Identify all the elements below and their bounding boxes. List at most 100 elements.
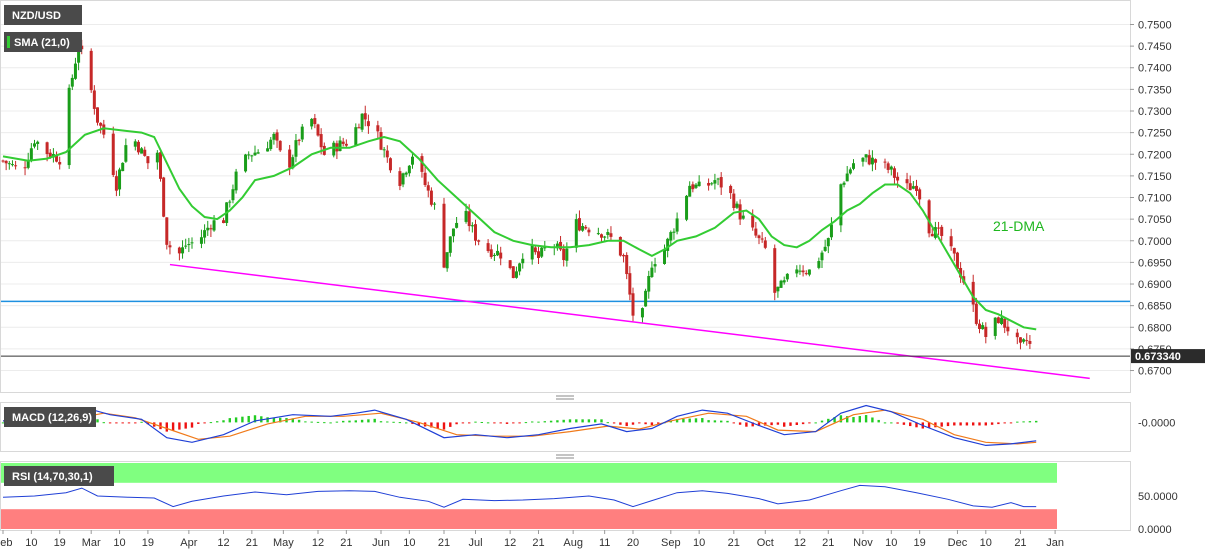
macd-histogram-bar xyxy=(575,419,578,423)
rsi-resize-handle[interactable] xyxy=(556,454,574,459)
date-tick-label: Feb xyxy=(0,537,12,549)
candle-body xyxy=(927,200,931,234)
price-tick-label: 0.6700 xyxy=(1138,366,1172,378)
candle-body xyxy=(785,273,789,280)
candle-body xyxy=(896,176,900,181)
candle-body xyxy=(864,154,868,158)
candle-body xyxy=(114,176,118,191)
macd-histogram-bar xyxy=(417,422,420,426)
date-tick-label: 21 xyxy=(532,537,544,549)
macd-histogram-bar xyxy=(442,422,446,430)
rsi-line xyxy=(2,484,1037,508)
candle-body xyxy=(981,325,985,330)
candle-body xyxy=(820,252,824,261)
candle-body xyxy=(10,164,14,166)
macd-histogram-bar xyxy=(694,418,698,423)
candle-body xyxy=(685,195,689,220)
candle-body xyxy=(499,252,503,259)
rsi-overbought-zone xyxy=(1,463,1057,483)
price-axis: 0.7500 0.7450 0.7400 0.7350 0.7300 0.7250 0.72… xyxy=(1130,19,1172,378)
macd-histogram-bar xyxy=(430,422,433,428)
macd-histogram-bar xyxy=(953,422,956,426)
candle-body xyxy=(826,238,830,247)
candle-body xyxy=(807,269,811,275)
date-tick-label: Sep xyxy=(661,537,681,549)
date-tick-label: 12 xyxy=(504,537,516,549)
candle-body xyxy=(464,210,468,222)
macd-histogram-bar xyxy=(814,422,817,424)
macd-histogram-bar xyxy=(669,420,672,423)
macd-histogram-bar xyxy=(102,422,105,424)
price-tick-label: 0.7050 xyxy=(1138,214,1172,226)
candle-body xyxy=(288,149,292,168)
macd-tag-box xyxy=(4,407,96,427)
candle-body xyxy=(140,148,144,154)
macd-histogram-bar xyxy=(209,422,213,424)
candle-body xyxy=(584,226,588,229)
macd-histogram-bar xyxy=(96,419,99,423)
candle-body xyxy=(26,160,30,168)
candle-body xyxy=(136,141,140,153)
candle-body xyxy=(596,233,600,235)
candle-body xyxy=(442,203,446,268)
macd-histogram-bar xyxy=(940,422,943,427)
macd-histogram-bar xyxy=(927,422,931,428)
candle-body xyxy=(937,227,941,229)
macd-resize-handle[interactable] xyxy=(556,395,574,400)
date-tick-label: 21 xyxy=(340,537,352,549)
date-tick-label: 10 xyxy=(885,537,897,549)
candle-body xyxy=(984,326,988,337)
price-tick-label: 0.7250 xyxy=(1138,128,1172,140)
macd-histogram-bar xyxy=(178,422,181,430)
candle-body xyxy=(886,163,890,170)
macd-histogram-bar xyxy=(279,417,282,423)
price-tick-label: 0.7150 xyxy=(1138,171,1172,183)
sma-tag-box xyxy=(4,32,82,52)
candle-body xyxy=(852,163,855,169)
candle-body xyxy=(672,231,676,233)
candle-body xyxy=(33,143,36,147)
candle-body xyxy=(313,118,317,125)
candle-body xyxy=(1006,326,1010,332)
macd-histogram-bar xyxy=(115,422,118,424)
candle-body xyxy=(67,87,71,166)
candle-body xyxy=(354,127,358,146)
candle-body xyxy=(537,251,540,259)
candle-body xyxy=(587,229,591,233)
candle-body xyxy=(184,245,188,247)
candle-body xyxy=(4,160,8,164)
candle-body xyxy=(294,140,298,157)
macd-histogram-bar xyxy=(713,420,717,423)
macd-histogram-bar xyxy=(896,422,899,424)
macd-histogram-bar xyxy=(745,422,748,427)
macd-histogram-bar xyxy=(348,420,351,423)
candle-body xyxy=(757,235,761,239)
candle-body xyxy=(845,173,849,182)
macd-histogram-bar xyxy=(405,422,408,424)
macd-histogram-bar xyxy=(625,422,628,427)
macd-histogram-bar xyxy=(297,419,301,423)
instrument-tag: NZD/USD xyxy=(4,5,82,25)
macd-histogram-bar xyxy=(594,419,597,423)
macd-histogram-bar xyxy=(858,416,861,423)
candle-body xyxy=(949,236,953,247)
candle-body xyxy=(1018,337,1022,343)
macd-histogram-bar xyxy=(833,417,836,423)
macd-histogram-bar xyxy=(537,421,540,423)
macd-histogram-bar xyxy=(688,418,691,423)
macd-histogram-bar xyxy=(512,422,515,424)
candle-body xyxy=(275,132,279,141)
rsi-axis-tick-50: 50.0000 xyxy=(1138,491,1178,503)
macd-histogram-bar xyxy=(789,422,792,426)
candle-body xyxy=(146,156,150,164)
candle-body xyxy=(861,157,865,162)
candle-body xyxy=(823,246,827,251)
macd-histogram-bar xyxy=(304,421,307,423)
candle-body xyxy=(606,232,610,235)
candle-body xyxy=(798,270,802,272)
candle-body xyxy=(55,154,59,162)
macd-histogram-bar xyxy=(783,422,786,427)
candle-body xyxy=(300,126,304,140)
candle-body xyxy=(688,185,692,197)
candle-body xyxy=(732,193,736,209)
